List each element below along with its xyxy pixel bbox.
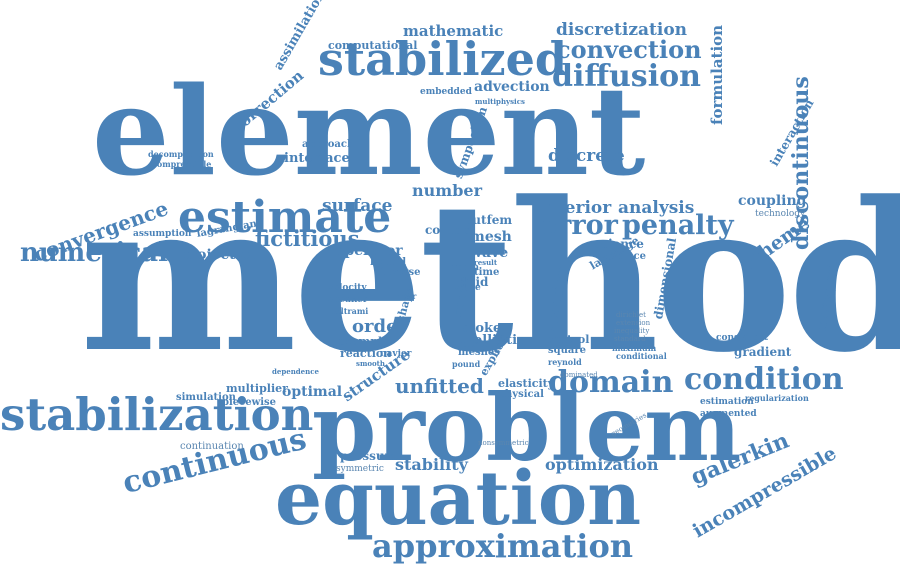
cloud-word: mixed <box>458 339 492 350</box>
cloud-word: computational <box>328 39 418 52</box>
cloud-word: dominated <box>560 371 598 379</box>
cloud-word: gradient <box>734 345 792 359</box>
cloud-word: assumption <box>133 229 192 239</box>
cloud-word: number <box>412 181 482 200</box>
cloud-word: fictitious <box>255 226 360 251</box>
cloud-word: domain <box>548 365 674 400</box>
cloud-word: cutfem <box>465 213 513 227</box>
cloud-word: conditional <box>616 351 667 361</box>
cloud-word: stability <box>395 455 468 474</box>
cloud-word: diffusion <box>552 59 701 94</box>
cloud-word: smooth <box>356 359 386 368</box>
cloud-word: wave <box>470 245 509 261</box>
cloud-word: method <box>80 158 900 398</box>
cloud-word: element <box>92 59 646 203</box>
cloud-word: reaction <box>340 347 392 360</box>
cloud-word: standard <box>614 335 646 343</box>
cloud-word: navier <box>380 349 412 359</box>
cloud-word: elliptic <box>474 333 526 348</box>
cloud-word: formulation <box>708 24 726 125</box>
cloud-word: physical <box>498 389 544 400</box>
cloud-word: regularization <box>745 393 809 403</box>
cloud-word: robin <box>452 263 479 273</box>
cloud-word: analysis <box>618 198 695 218</box>
cloud-word: surface <box>322 196 393 216</box>
cloud-word: numerical <box>20 238 168 268</box>
cloud-word: equation <box>275 456 642 542</box>
cloud-word: augmented <box>700 409 757 419</box>
cloud-word: estimation <box>700 397 754 407</box>
cloud-word: interior <box>538 198 612 218</box>
cloud-word: optimal <box>282 384 343 400</box>
cloud-word: value <box>454 283 481 293</box>
cloud-word: stoke <box>462 321 502 336</box>
cloud-word: control <box>545 333 590 346</box>
cloud-word: speaker <box>328 295 368 305</box>
cloud-word: laplace <box>606 251 646 262</box>
cloud-word: stabilization <box>0 388 314 441</box>
cloud-word: contact <box>425 223 476 237</box>
cloud-word: condition <box>684 362 844 397</box>
cloud-word: mesh <box>470 229 512 245</box>
cloud-word: piecewise <box>222 397 277 408</box>
cloud-word: problem <box>312 374 742 482</box>
cloud-word: maximum <box>612 343 657 353</box>
cloud-word: result <box>474 258 498 267</box>
cloud-word: example <box>338 335 390 348</box>
cloud-word: inequality <box>614 327 650 335</box>
cloud-word: multiphysics <box>475 97 525 106</box>
cloud-word: mathematic <box>403 22 504 40</box>
cloud-word: projection <box>180 247 261 263</box>
cloud-word: approximation <box>372 527 634 565</box>
cloud-word: technology <box>755 209 806 219</box>
cloud-word: dirichlet <box>616 311 646 319</box>
cloud-word: continuation <box>180 441 244 452</box>
cloud-word: velocity <box>328 283 367 293</box>
cloud-word: consistent <box>716 333 769 343</box>
cloud-word: optimization <box>545 455 659 474</box>
cloud-word: square <box>548 345 587 356</box>
cloud-word: reynold <box>548 357 582 367</box>
cloud-word: fluid <box>458 275 489 289</box>
cloud-word: beltrami <box>330 306 369 316</box>
cloud-word: elasticity <box>498 377 555 390</box>
cloud-word: stabilized <box>318 32 568 86</box>
cloud-word: advection <box>474 79 550 95</box>
cloud-word: time <box>474 267 500 278</box>
cloud-word: linear <box>390 291 417 301</box>
cloud-word: dependence <box>272 367 319 376</box>
cloud-word: science <box>594 237 644 251</box>
cloud-word: penalty <box>622 210 734 241</box>
cloud-word: embedded <box>420 87 472 97</box>
cloud-word: unfitted <box>395 374 484 398</box>
cloud-word: error <box>540 210 618 241</box>
cloud-word: interface <box>284 151 350 166</box>
cloud-word: symmetric <box>336 464 384 474</box>
cloud-word: multiplier <box>226 382 288 395</box>
cloud-word: discretization <box>556 20 688 40</box>
cloud-word: estimate <box>178 192 392 243</box>
cloud-word: compressible <box>152 159 212 169</box>
cloud-word: extension <box>616 319 651 327</box>
cloud-word: pound <box>452 359 481 369</box>
cloud-word: operator <box>335 243 403 259</box>
cloud-word: hybrid <box>370 257 407 268</box>
cloud-word: simulation <box>176 392 236 403</box>
cloud-word: meshes <box>458 347 500 358</box>
cloud-word: order <box>352 316 408 337</box>
cloud-word: approach <box>302 139 355 150</box>
cloud-word: nonsymmetric <box>478 439 529 447</box>
cloud-word: discrete <box>548 146 625 166</box>
cloud-word: inverse <box>380 267 421 278</box>
cloud-word: pressure <box>340 449 399 463</box>
cloud-word: decomposition <box>148 149 214 159</box>
cloud-word: convection <box>556 35 702 64</box>
cloud-word: coupling <box>738 193 807 209</box>
